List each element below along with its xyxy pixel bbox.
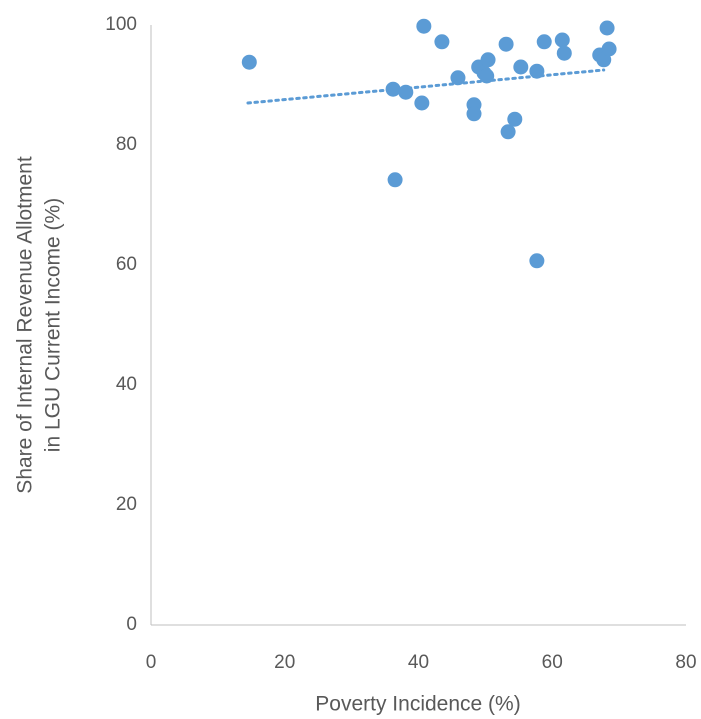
point: [554, 32, 570, 48]
point: [536, 34, 552, 50]
y-axis-label-line: Share of Internal Revenue Allotment: [14, 156, 37, 494]
point: [385, 81, 401, 97]
point: [466, 106, 482, 122]
point: [601, 41, 617, 57]
point: [398, 84, 414, 100]
x-tick-label: 80: [675, 652, 696, 673]
y-axis-label-line: in LGU Current Income (%): [42, 198, 65, 452]
point: [479, 68, 495, 84]
point: [241, 54, 257, 70]
point: [480, 52, 496, 68]
y-tick-label: 40: [116, 374, 137, 395]
y-tick-label: 100: [105, 14, 137, 35]
point: [529, 253, 545, 269]
point: [500, 124, 516, 140]
x-tick-label: 60: [542, 652, 563, 673]
y-tick-label: 60: [116, 254, 137, 275]
point: [556, 45, 572, 61]
point: [599, 20, 615, 36]
y-axis-label: Share of Internal Revenue Allotment in L…: [14, 156, 65, 494]
point: [450, 70, 466, 86]
x-tick-label: 40: [408, 652, 429, 673]
x-tick-label: 0: [146, 652, 157, 673]
point: [414, 95, 430, 111]
point: [507, 111, 523, 127]
point: [416, 18, 432, 34]
y-tick-label: 0: [126, 614, 137, 635]
point: [387, 172, 403, 188]
point: [434, 34, 450, 50]
point: [529, 63, 545, 79]
point: [513, 59, 529, 75]
y-tick-label: 80: [116, 134, 137, 155]
trendline: [246, 68, 606, 105]
x-tick-label: 20: [274, 652, 295, 673]
y-tick-label: 20: [116, 494, 137, 515]
x-axis-label: Poverty Incidence (%): [315, 693, 520, 716]
point: [498, 36, 514, 52]
